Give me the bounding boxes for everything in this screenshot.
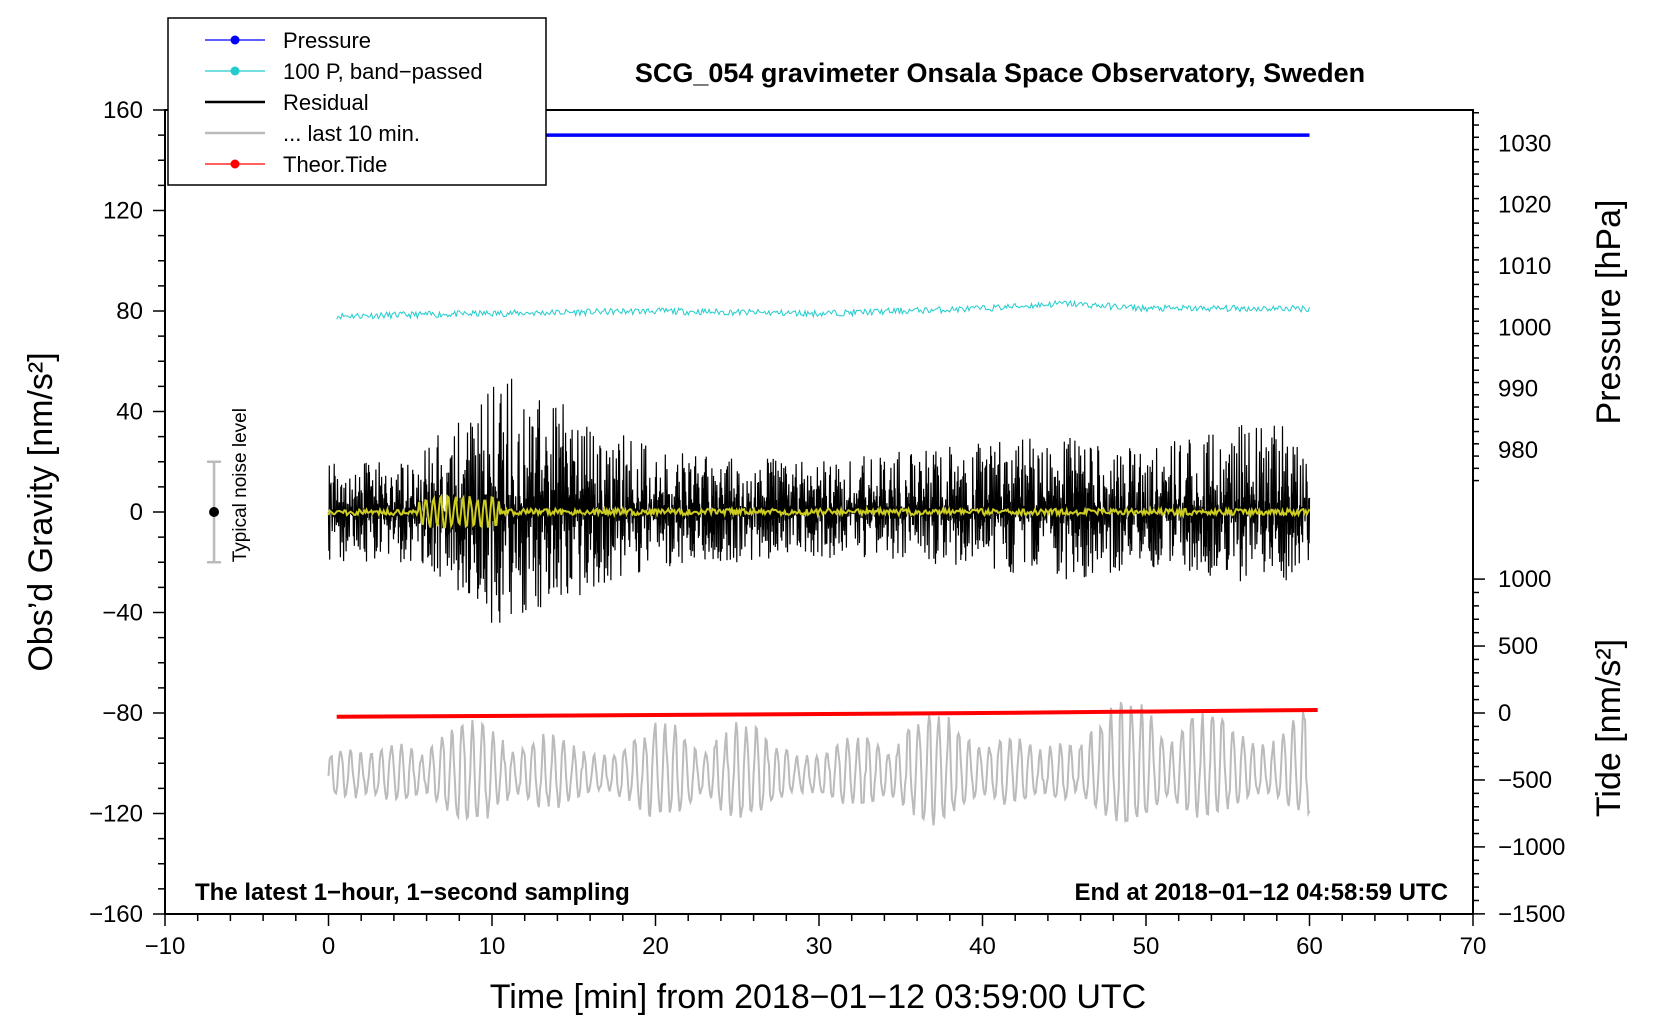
- legend-swatch-marker: [230, 66, 240, 76]
- y-axis-title-tide: Tide [nm/s²]: [1590, 639, 1628, 817]
- tide-tick-label: −1000: [1498, 834, 1565, 861]
- x-tick-label: 50: [1133, 933, 1160, 960]
- series-pressure-bandpassed: [336, 299, 1310, 321]
- series-residual-smoothed: [327, 493, 1311, 530]
- series-theoretical-tide: [336, 708, 1318, 719]
- legend-swatch-marker: [230, 35, 240, 45]
- legend-label: Theor.Tide: [283, 152, 387, 177]
- legend-label: 100 P, band−passed: [283, 59, 483, 84]
- noise-level-indicator: Typical noise level: [207, 408, 251, 564]
- pressure-tick-label: 990: [1498, 376, 1538, 403]
- legend-swatch-marker: [230, 159, 240, 169]
- x-tick-label: 60: [1296, 933, 1323, 960]
- pressure-tick-label: 1010: [1498, 253, 1551, 280]
- y-tick-label: −80: [102, 700, 143, 727]
- pressure-tick-label: 980: [1498, 437, 1538, 464]
- legend-label: Pressure: [283, 28, 371, 53]
- y-axis-pressure: 980 990 1000 1010 1020 1030: [1472, 110, 1551, 482]
- tide-tick-label: 500: [1498, 633, 1538, 660]
- y-tick-label: 0: [130, 499, 143, 526]
- pressure-tick-label: 1000: [1498, 314, 1551, 341]
- tide-tick-label: −500: [1498, 767, 1552, 794]
- noise-level-label: Typical noise level: [230, 408, 251, 562]
- tide-tick-label: 0: [1498, 700, 1511, 727]
- legend-label: ... last 10 min.: [283, 121, 420, 146]
- y-tick-label: 40: [116, 399, 143, 426]
- y-axis-tide: −1500 −1000 −500 0 500 1000: [1472, 566, 1565, 928]
- tide-tick-label: −1500: [1498, 901, 1565, 928]
- pressure-tick-label: 1020: [1498, 192, 1551, 219]
- legend: Pressure 100 P, band−passed Residual ... la…: [167, 17, 547, 186]
- y-tick-label: −120: [89, 801, 143, 828]
- annotation-sampling: The latest 1−hour, 1−second sampling: [195, 879, 630, 906]
- x-axis: −10 0 10 20 30 40 50 60 70: [145, 914, 1487, 960]
- x-tick-label: 10: [479, 933, 506, 960]
- x-tick-label: 70: [1460, 933, 1487, 960]
- y-tick-label: −40: [102, 600, 143, 627]
- x-axis-title: Time [min] from 2018−01−12 03:59:00 UTC: [490, 978, 1146, 1016]
- pressure-tick-label: 1030: [1498, 130, 1551, 157]
- y-axis-title-pressure: Pressure [hPa]: [1590, 200, 1628, 425]
- x-tick-label: 40: [969, 933, 996, 960]
- x-tick-label: −10: [145, 933, 186, 960]
- series-last-10-min: [327, 701, 1311, 826]
- x-tick-label: 30: [806, 933, 833, 960]
- y-tick-label: 160: [103, 97, 143, 124]
- noise-bar-center-dot: [209, 507, 220, 517]
- chart-title: SCG_054 gravimeter Onsala Space Observat…: [635, 58, 1365, 88]
- legend-label: Residual: [283, 90, 369, 115]
- y-tick-label: −160: [89, 901, 143, 928]
- y-tick-label: 80: [116, 298, 143, 325]
- y-axis-left: −160 −120 −80 −40 0 40 80 120 160: [89, 97, 165, 928]
- y-axis-title-left: Obs’d Gravity [nm/s²]: [22, 352, 60, 671]
- tide-tick-label: 1000: [1498, 566, 1551, 593]
- annotation-end-time: End at 2018−01−12 04:58:59 UTC: [1074, 879, 1448, 906]
- y-tick-label: 120: [103, 198, 143, 225]
- x-tick-label: 0: [322, 933, 335, 960]
- x-tick-label: 20: [642, 933, 669, 960]
